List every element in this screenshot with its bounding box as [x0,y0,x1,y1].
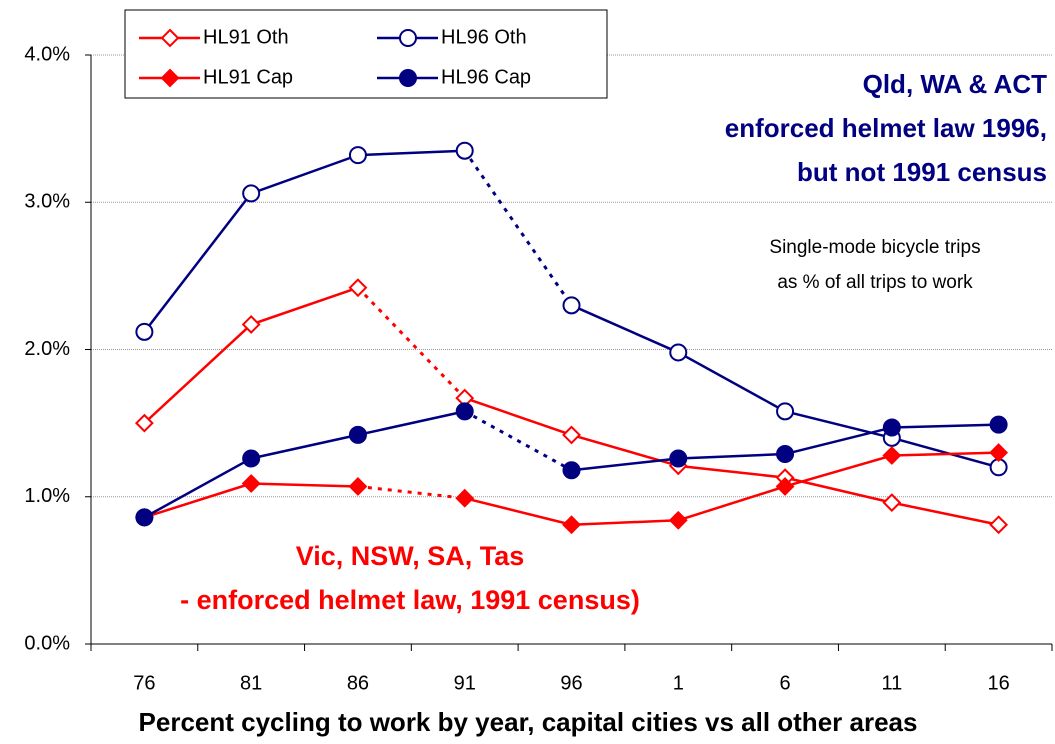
data-point [242,449,261,468]
data-point [989,415,1008,434]
line-segment [356,286,466,400]
line-segment [464,396,572,437]
data-point [241,315,261,334]
x-tick-label: 6 [779,672,790,694]
y-tick-label: 4.0% [24,43,70,65]
y-tick-label: 2.0% [24,338,70,360]
line-segment [357,410,465,437]
data-point [455,402,474,421]
data-point [882,446,902,465]
line-segment [250,286,359,326]
data-point [241,474,261,493]
line-segment [571,519,679,526]
line-segment [570,304,679,354]
line-segment [357,484,465,500]
annotation: - enforced helmet law, 1991 census) [180,585,640,615]
x-tick-label: 76 [133,672,155,694]
data-point [776,402,795,421]
annotation: as % of all trips to work [777,272,973,293]
data-point [455,488,475,508]
line-segment [891,501,999,526]
x-tick-label: 86 [347,672,369,694]
data-point [882,493,902,513]
data-point [348,425,367,444]
data-point [135,322,154,341]
line-segment [250,433,359,460]
line-segment [251,482,358,488]
line-segment [571,457,679,472]
data-point [562,515,581,535]
legend-label: HL91 Oth [203,26,289,48]
line-segment [677,485,786,522]
line-segment [891,423,999,429]
x-tick-label: 96 [560,672,582,694]
line-segment [677,351,786,413]
annotation: Single-mode bicycle trips [769,237,980,258]
line-segment [464,497,572,526]
data-point [668,510,688,530]
legend-marker [160,28,180,48]
line-segment [463,410,573,472]
data-point [135,508,154,527]
line-segment [784,426,893,456]
line-segment [144,482,252,519]
legend-label: HL96 Cap [441,66,531,88]
data-point [562,296,581,315]
chart-title: Percent cycling to work by year, capital… [139,707,918,737]
data-point [242,184,261,203]
data-point [989,443,1009,462]
annotation: Vic, NSW, SA, Tas [296,541,525,571]
x-tick-label: 91 [454,672,476,694]
data-point [882,418,901,437]
data-point [669,343,688,362]
line-segment [250,153,359,195]
x-tick-label: 81 [240,672,262,694]
annotation: enforced helmet law 1996, [725,113,1047,143]
line-segment [678,452,786,460]
y-tick-label: 0.0% [24,632,70,654]
line-segment [463,149,573,307]
line-segment [143,323,253,425]
annotation: but not 1991 census [797,157,1047,187]
legend-label: HL96 Oth [441,26,527,48]
data-point [348,146,367,165]
data-point [989,515,1009,535]
x-tick-label: 11 [881,672,902,694]
y-tick-label: 1.0% [24,485,70,507]
data-point [455,141,474,160]
line-segment [784,410,893,440]
data-point [348,477,368,496]
legend-label: HL91 Cap [203,66,293,88]
data-point [776,445,795,464]
data-point [348,278,368,298]
x-tick-label: 1 [673,672,684,694]
line-segment [143,192,253,333]
x-tick-label: 16 [987,672,1009,694]
legend-box [124,9,608,99]
line-segment [891,436,999,469]
line-segment [891,451,999,457]
line-segment [357,149,465,157]
legend-marker [399,29,417,47]
y-tick-label: 3.0% [24,191,70,213]
legend-marker [160,68,180,88]
data-point [775,477,795,496]
data-point [562,461,581,480]
legend-marker [399,69,417,87]
annotation: Qld, WA & ACT [863,69,1048,99]
line-segment [784,454,893,488]
data-point [134,413,154,433]
data-point [562,425,581,445]
data-point [669,449,688,468]
line-segment [143,457,252,519]
line-segment [678,464,786,479]
